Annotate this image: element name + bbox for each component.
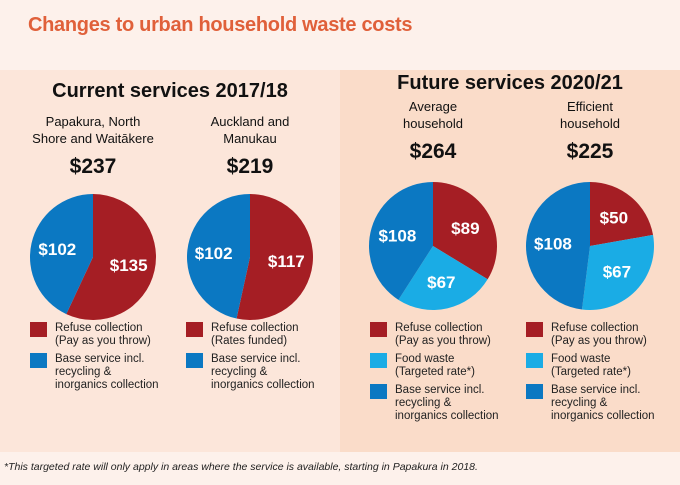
slice-label: $108 (378, 227, 416, 246)
pie-slice-refuse (433, 182, 497, 280)
legend-label: Base service incl. recycling & inorganics … (395, 384, 499, 422)
slice-label: $102 (38, 240, 76, 259)
pie-slice-refuse (590, 182, 654, 246)
legend-swatch (370, 353, 387, 368)
legend-label: Refuse collection (Pay as you throw) (551, 322, 647, 347)
pie-slice-refuse (236, 194, 313, 320)
pie-slice-refuse (66, 194, 156, 320)
pie-header: Auckland and Manukau $219 (165, 113, 335, 179)
pie-subtitle: Efficient household (560, 99, 620, 131)
panel-heading: Current services 2017/18 (52, 80, 288, 102)
legend-item: Base service incl. recycling & inorganics … (30, 353, 159, 392)
legend-swatch (30, 353, 47, 368)
pie-total: $264 (409, 140, 457, 163)
slice-label: $50 (600, 209, 628, 228)
pie-total: $225 (566, 140, 614, 163)
legend-swatch (186, 353, 203, 368)
legend-swatch (186, 322, 203, 337)
legend-item: Refuse collection (Rates funded) (186, 322, 315, 348)
pie-subtitle: Auckland and Manukau (210, 114, 290, 146)
legend-item: Base service incl. recycling & inorganics … (186, 353, 315, 392)
legend-label: Food waste (Targeted rate*) (551, 353, 631, 378)
pie-slice-food (581, 234, 654, 310)
pie-slice-base (368, 182, 433, 300)
legend: Refuse collection (Pay as you throw) Food … (370, 322, 499, 428)
slice-label: $89 (451, 219, 479, 238)
slice-label: $102 (195, 244, 233, 263)
legend-swatch (370, 384, 387, 399)
legend-label: Base service incl. recycling & inorganics … (551, 384, 655, 422)
slice-label: $67 (427, 273, 455, 292)
slice-label: $67 (603, 263, 631, 282)
pie-subtitle: Papakura, North Shore and Waitākere (32, 114, 154, 146)
legend-label: Refuse collection (Rates funded) (211, 322, 299, 347)
legend: Refuse collection (Pay as you throw) Food … (526, 322, 655, 428)
legend-swatch (526, 353, 543, 368)
legend-label: Refuse collection (Pay as you throw) (55, 322, 151, 347)
legend-item: Base service incl. recycling & inorganics … (526, 384, 655, 423)
legend-item: Refuse collection (Pay as you throw) (370, 322, 499, 348)
legend-label: Base service incl. recycling & inorganics … (211, 353, 315, 391)
panel-heading: Future services 2020/21 (397, 72, 623, 94)
pie-header: Papakura, North Shore and Waitākere $237 (8, 113, 178, 179)
slice-label: $135 (110, 256, 148, 275)
pie-slice-base (526, 182, 590, 310)
legend-item: Base service incl. recycling & inorganics … (370, 384, 499, 423)
pie-total: $219 (226, 155, 274, 178)
pie-slice-base (186, 194, 250, 319)
legend-item: Refuse collection (Pay as you throw) (526, 322, 655, 348)
legend-swatch (526, 384, 543, 399)
legend-label: Base service incl. recycling & inorganics … (55, 353, 159, 391)
legend-label: Refuse collection (Pay as you throw) (395, 322, 491, 347)
slice-label: $108 (534, 235, 572, 254)
legend-item: Food waste (Targeted rate*) (370, 353, 499, 379)
legend-item: Refuse collection (Pay as you throw) (30, 322, 159, 348)
legend-swatch (370, 322, 387, 337)
pie-total: $237 (69, 155, 117, 178)
legend: Refuse collection (Pay as you throw) Base … (30, 322, 159, 397)
legend-swatch (526, 322, 543, 337)
pie-header: Average household $264 (348, 98, 518, 164)
pie-header: Efficient household $225 (505, 98, 675, 164)
pie-slice-food (398, 246, 488, 310)
legend-swatch (30, 322, 47, 337)
footnote: *This targeted rate will only apply in a… (4, 461, 478, 473)
legend-label: Food waste (Targeted rate*) (395, 353, 475, 378)
slice-label: $117 (268, 252, 305, 271)
legend-item: Food waste (Targeted rate*) (526, 353, 655, 379)
pie-slice-base (30, 194, 93, 315)
pie-subtitle: Average household (403, 99, 463, 131)
legend: Refuse collection (Rates funded) Base serv… (186, 322, 315, 397)
chart-title: Changes to urban household waste costs (28, 14, 413, 36)
